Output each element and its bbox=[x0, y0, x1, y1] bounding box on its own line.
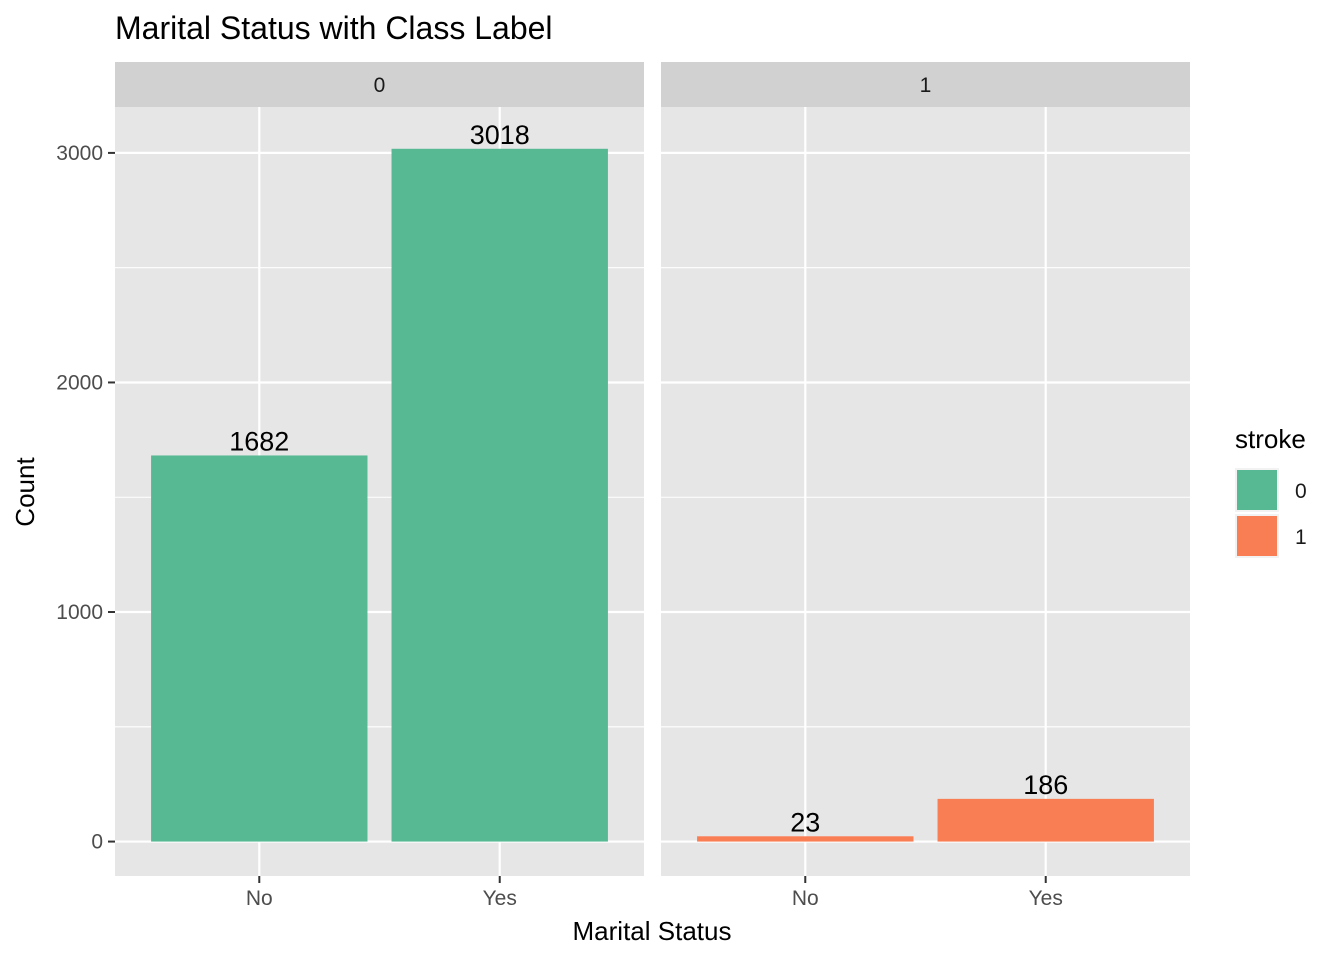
facet-strip-label: 0 bbox=[374, 74, 386, 97]
y-tick-label: 0 bbox=[91, 831, 103, 854]
legend-item-0: 0 bbox=[1235, 468, 1307, 512]
x-tick-label: No bbox=[792, 887, 819, 910]
y-axis: 0 1000 2000 3000 bbox=[56, 142, 115, 854]
bar-value-label: 3018 bbox=[470, 120, 530, 150]
panel-background bbox=[661, 107, 1190, 876]
legend-swatch bbox=[1237, 516, 1277, 556]
bar-0-no bbox=[151, 455, 368, 842]
legend-label: 0 bbox=[1295, 480, 1307, 503]
bar-value-label: 1682 bbox=[229, 426, 289, 456]
legend-items: 01 bbox=[1235, 468, 1307, 558]
facet-strip-label: 1 bbox=[920, 74, 932, 97]
x-tick-label: Yes bbox=[483, 887, 517, 910]
facet-panel-0: 0 1682 3018 bbox=[115, 62, 644, 876]
legend-title: stroke bbox=[1235, 424, 1306, 454]
x-tick-label: No bbox=[246, 887, 273, 910]
y-axis-title: Count bbox=[10, 457, 40, 527]
legend-label: 1 bbox=[1295, 526, 1307, 549]
chart-title: Marital Status with Class Label bbox=[115, 10, 553, 46]
facet-strip bbox=[661, 62, 1190, 107]
y-tick-label: 3000 bbox=[56, 142, 103, 165]
x-axis: No Yes No Yes bbox=[246, 876, 1063, 910]
facet-panel-1: 1 23 186 bbox=[661, 62, 1190, 876]
bar-value-label: 23 bbox=[790, 807, 820, 837]
legend: stroke 01 bbox=[1235, 424, 1307, 558]
legend-swatch bbox=[1237, 470, 1277, 510]
facet-panels: 0 1682 3018 1 23 186 bbox=[115, 62, 1190, 876]
bar-0-yes bbox=[391, 148, 608, 842]
y-tick-label: 2000 bbox=[56, 371, 103, 394]
facet-strip bbox=[115, 62, 644, 107]
bar-1-yes bbox=[937, 798, 1154, 842]
y-tick-label: 1000 bbox=[56, 601, 103, 624]
bar-1-no bbox=[697, 836, 914, 842]
legend-item-1: 1 bbox=[1235, 514, 1307, 558]
bar-value-label: 186 bbox=[1023, 770, 1068, 800]
x-tick-label: Yes bbox=[1029, 887, 1063, 910]
x-axis-title: Marital Status bbox=[573, 916, 732, 946]
